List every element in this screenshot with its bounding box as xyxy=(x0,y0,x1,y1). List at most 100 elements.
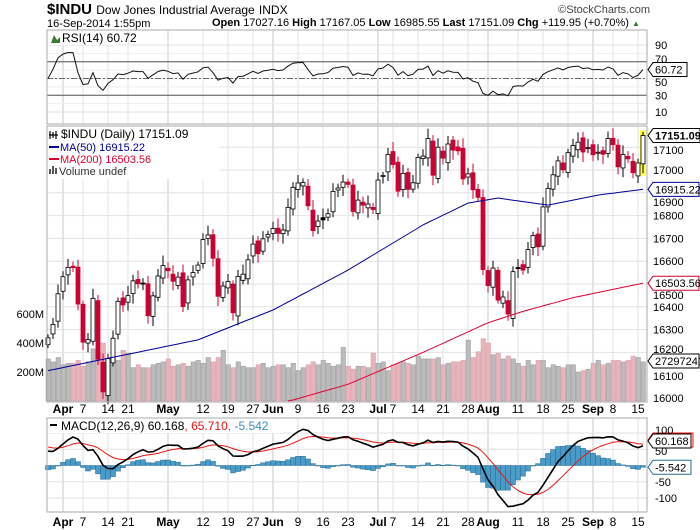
candle-body xyxy=(635,162,641,177)
macd-histogram-bar xyxy=(325,465,331,469)
candle-body xyxy=(145,283,151,317)
candle-body xyxy=(425,138,431,159)
candlestick-icon xyxy=(49,131,58,139)
panel-border xyxy=(46,29,648,125)
macd-histogram-bar xyxy=(405,465,411,468)
volume-bar xyxy=(410,364,416,402)
macd-histogram-bar xyxy=(190,464,196,466)
candle-body xyxy=(430,140,436,176)
rsi-axis-label: 50 xyxy=(655,77,667,89)
volume-bar xyxy=(525,360,531,402)
candle-body xyxy=(330,191,336,213)
candle-body xyxy=(250,243,256,257)
macd-histogram-bar xyxy=(285,459,291,466)
date-axis-label: Jul xyxy=(369,515,386,529)
volume-bar xyxy=(170,365,176,402)
candle-body xyxy=(620,154,626,169)
date-axis-label: 16 xyxy=(316,515,330,529)
ma200-line xyxy=(287,282,644,402)
volume-bar xyxy=(495,352,501,402)
date-axis-label: 7 xyxy=(390,402,397,416)
macd-histogram-bar xyxy=(95,465,101,475)
macd-histogram-bar xyxy=(630,465,636,470)
macd-histogram-bar xyxy=(605,458,611,466)
candle-body xyxy=(515,267,521,269)
exchange: INDX xyxy=(258,3,288,17)
date-axis-label: Apr xyxy=(53,515,74,529)
volume-bar xyxy=(195,360,201,402)
volume-bar xyxy=(355,365,361,402)
macd-histogram-bar xyxy=(165,459,171,466)
macd-histogram-bar xyxy=(55,465,61,467)
macd-histogram-bar xyxy=(290,457,296,466)
date-axis-label: 12 xyxy=(196,402,210,416)
candle-body xyxy=(355,199,361,214)
date-axis-label: 15 xyxy=(631,515,645,529)
last-value: 17151.09 xyxy=(468,17,515,29)
candle-body xyxy=(640,135,646,165)
volume-bar xyxy=(295,370,301,402)
candle-body xyxy=(335,187,341,191)
candle-body xyxy=(130,280,136,294)
price-axis-label: 16200 xyxy=(653,344,684,356)
volume-bar xyxy=(400,361,406,402)
volume-bar xyxy=(610,360,616,402)
candle-body xyxy=(605,138,611,154)
macd-histogram-bar xyxy=(185,465,191,467)
candle-body xyxy=(60,276,66,292)
candle-body xyxy=(405,172,411,190)
volume-bar xyxy=(510,358,516,402)
volume-bar xyxy=(375,363,381,402)
up-arrow-icon: ▲ xyxy=(632,19,640,28)
macd-histogram-bar xyxy=(410,465,416,469)
open-value: 17027.16 xyxy=(243,17,290,29)
candle-body xyxy=(610,137,616,146)
macd-histogram-bar xyxy=(345,464,351,466)
candle-body xyxy=(555,160,561,177)
rsi-legend: RSI(14) 60.72 xyxy=(62,31,137,45)
candle-body xyxy=(295,182,301,191)
volume-bar xyxy=(440,364,446,402)
volume-bar xyxy=(335,364,341,402)
volume-bar xyxy=(430,358,436,402)
panel-border xyxy=(46,417,648,513)
macd-histogram-bar xyxy=(135,459,141,466)
volume-bar xyxy=(480,338,486,402)
candle-body xyxy=(50,323,56,335)
candle-body xyxy=(70,265,76,268)
volume-bar xyxy=(60,364,66,402)
macd-histogram-bar xyxy=(170,461,176,466)
price-axis-label: 16700 xyxy=(653,233,684,245)
volume-bar xyxy=(190,361,196,402)
volume-readout-box xyxy=(647,353,700,369)
volume-bar xyxy=(350,368,356,402)
volume-bar xyxy=(435,357,441,402)
ma200-readout: 16503.56 xyxy=(655,278,700,290)
price-axis-label: 17000 xyxy=(653,165,684,177)
volume-legend: Volume undef xyxy=(59,166,127,178)
volume-bar xyxy=(450,361,456,402)
macd-histogram-bar xyxy=(545,453,551,466)
macd-histogram-bar xyxy=(535,463,541,466)
candle-body xyxy=(180,272,186,307)
macd-readout: 60.168 xyxy=(655,436,689,448)
date-axis-label: 27 xyxy=(246,515,260,529)
date-axis-label: Jun xyxy=(262,402,283,416)
volume-bar xyxy=(90,348,96,402)
candle-body xyxy=(45,337,51,346)
low-value: 16985.55 xyxy=(393,17,440,29)
macd-legend-macd-signal: , 65.710 xyxy=(184,419,228,433)
rsi-line xyxy=(47,51,644,97)
candle-body xyxy=(95,300,101,360)
macd-histogram-bar xyxy=(425,462,431,466)
macd-histogram-bar xyxy=(330,465,336,467)
macd-histogram-bar xyxy=(205,459,211,466)
macd-histogram-bar xyxy=(640,465,646,468)
macd-histogram-bar xyxy=(400,465,406,467)
candle-body xyxy=(475,188,481,198)
volume-bar xyxy=(220,350,226,402)
macd-histogram-bar xyxy=(250,464,256,466)
candle-body xyxy=(185,279,191,304)
macd-axis-label: 100 xyxy=(655,425,673,437)
candle-body xyxy=(455,146,461,152)
